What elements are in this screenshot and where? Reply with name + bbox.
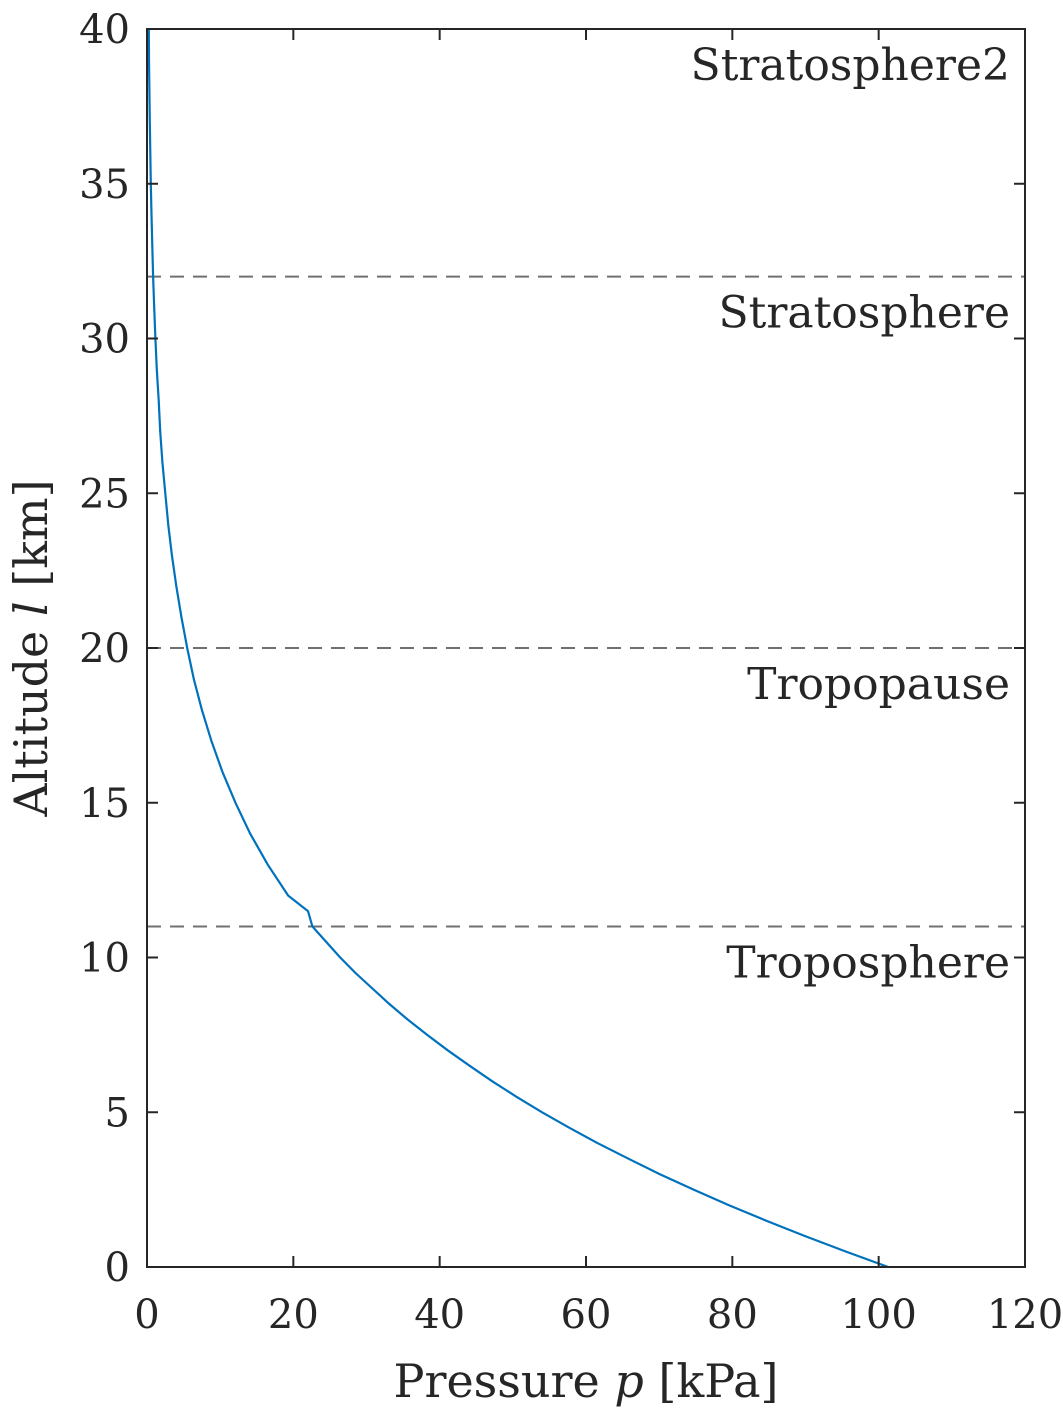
curve-layer [147, 29, 889, 1267]
y-tick-label: 30 [79, 317, 130, 363]
region-labels: Troposphere Tropopause Stratosphere Stratos… [691, 40, 1010, 989]
region-label: Stratosphere2 [691, 40, 1010, 91]
y-tick-label: 40 [79, 7, 130, 53]
x-tick-label: 80 [707, 1292, 758, 1338]
x-axis-title-variable: p [614, 1354, 643, 1408]
x-axis-title: Pressure p [kPa] [394, 1354, 779, 1408]
x-tick-label: 60 [561, 1292, 612, 1338]
y-tick-label: 20 [79, 626, 130, 672]
y-tick-label: 5 [105, 1090, 130, 1136]
region-label: Tropopause [747, 659, 1010, 710]
x-tick-label: 120 [987, 1292, 1063, 1338]
x-axis-title-prefix: Pressure [394, 1354, 615, 1408]
y-tick-label: 15 [79, 781, 130, 827]
y-tick-label: 10 [79, 936, 130, 982]
tick-labels: 0 20 40 60 80 100 120 0 5 10 15 20 25 30 35 40 [79, 7, 1063, 1338]
pressure-altitude-curve [147, 29, 889, 1267]
x-tick-label: 0 [134, 1292, 159, 1338]
region-label: Troposphere [726, 938, 1010, 989]
y-axis-title: Altitude l [km] [4, 479, 58, 817]
y-tick-label: 0 [105, 1245, 130, 1291]
x-tick-label: 100 [840, 1292, 916, 1338]
tick-marks [146, 28, 1026, 1268]
x-tick-label: 20 [268, 1292, 319, 1338]
y-axis-title-prefix: Altitude [4, 616, 58, 818]
y-tick-label: 35 [79, 162, 130, 208]
y-axis-title-unit: [km] [4, 479, 58, 601]
y-axis-title-variable: l [4, 601, 58, 616]
x-axis-title-unit: [kPa] [644, 1354, 779, 1408]
x-tick-label: 40 [414, 1292, 465, 1338]
region-label: Stratosphere [719, 288, 1010, 339]
y-tick-label: 25 [79, 471, 130, 517]
